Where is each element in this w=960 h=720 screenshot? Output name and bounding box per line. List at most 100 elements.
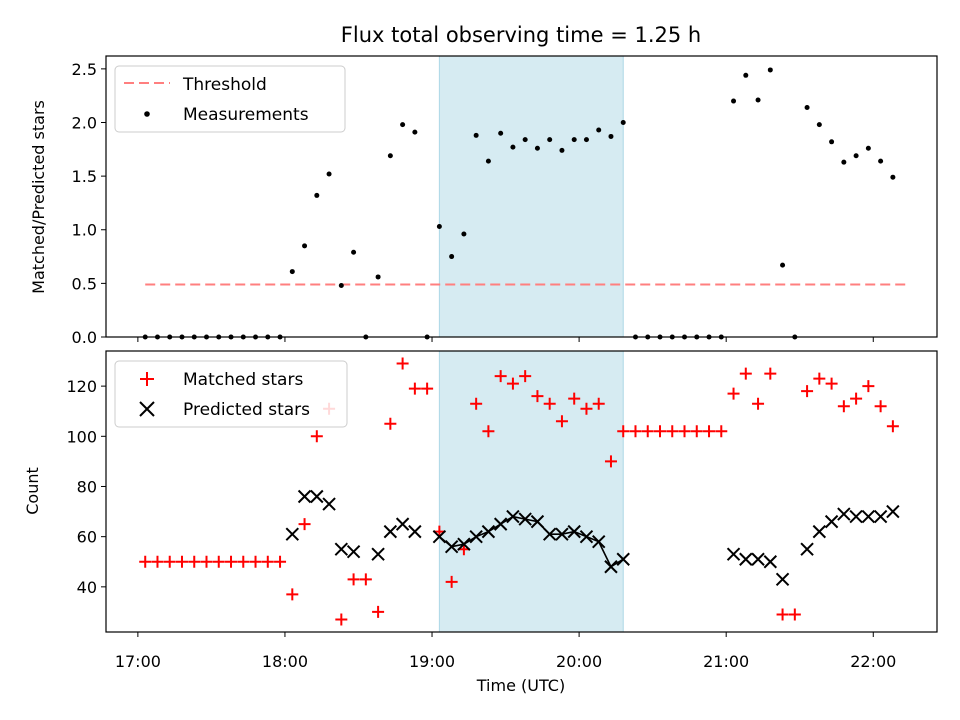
matched-star-point	[384, 417, 397, 430]
matched-star-point	[654, 425, 666, 438]
measurement-point	[375, 274, 381, 280]
matched-star-point	[592, 397, 605, 410]
matched-star-point	[200, 555, 213, 568]
top-y-tick-label: 1.5	[72, 167, 97, 186]
measurement-point	[816, 122, 822, 128]
predicted-star-point	[824, 514, 839, 529]
top-y-tick-label: 0.5	[72, 274, 97, 293]
measurement-point	[755, 97, 761, 103]
top-y-tick-label: 1.0	[72, 221, 97, 240]
matched-star-point	[764, 367, 777, 380]
matched-star-point	[163, 555, 176, 568]
legend-matched-label: Matched stars	[183, 370, 303, 390]
predicted-star-point	[579, 529, 594, 544]
predicted-star-point	[555, 527, 569, 541]
matched-star-point	[617, 425, 630, 438]
measurement-point	[853, 153, 859, 159]
measurement-point	[608, 133, 614, 139]
legend-matched-swatch	[140, 372, 154, 386]
bottom-highlight-span	[438, 350, 624, 633]
top-y-axis: 0.0 0.5 1.0 1.5 2.0 2.5	[72, 60, 106, 347]
matched-star-point	[286, 588, 299, 601]
measurement-point	[890, 174, 896, 180]
matched-star-point	[788, 608, 801, 621]
predicted-star-point	[604, 560, 618, 574]
matched-star-point	[604, 455, 617, 468]
predicted-star-point	[297, 489, 312, 504]
bottom-x-axis: 17:00 18:00 19:00 20:00 21:00 22:00	[115, 632, 896, 671]
matched-star-point	[629, 425, 642, 438]
matched-star-point	[580, 402, 593, 415]
x-tick-label: 22:00	[850, 652, 896, 671]
measurement-point	[436, 224, 442, 230]
measurement-point	[583, 137, 589, 143]
measurement-point	[829, 139, 835, 145]
matched-star-point	[298, 518, 311, 531]
predicted-star-point	[493, 517, 508, 531]
measurement-point	[461, 231, 467, 237]
measurement-point	[387, 153, 393, 159]
matched-star-point	[212, 555, 225, 568]
matched-star-point	[335, 613, 348, 626]
matched-star-point	[445, 575, 458, 588]
predicted-star-point	[346, 545, 361, 559]
bottom-plot-frame	[105, 350, 938, 633]
predicted-star-point	[395, 517, 410, 531]
measurement-point	[841, 159, 847, 165]
matched-star-point	[188, 555, 201, 568]
matched-star-point	[531, 390, 544, 403]
matched-star-point	[703, 425, 716, 438]
matched-star-point	[421, 382, 434, 395]
matched-star-point	[739, 367, 752, 380]
x-tick-label: 18:00	[262, 652, 308, 671]
predicted-star-point	[800, 542, 814, 556]
top-y-tick-label: 2.5	[72, 60, 97, 79]
matched-star-point	[225, 555, 238, 568]
matched-star-point	[641, 425, 654, 438]
predicted-star-point	[469, 529, 483, 544]
predicted-star-point	[444, 539, 459, 554]
measurement-point	[326, 171, 332, 177]
predicted-star-point	[886, 504, 900, 519]
measurement-point	[522, 137, 528, 143]
matched-star-point	[470, 397, 483, 410]
matched-star-point	[886, 420, 899, 433]
top-panel: 0.0 0.5 1.0 1.5 2.0 2.5 Matched/Predicted sta…	[29, 55, 938, 347]
top-y-tick-label: 2.0	[72, 113, 97, 132]
matched-star-point	[151, 555, 164, 568]
bottom-y-axis: 40 60 80 100 120	[66, 377, 106, 597]
matched-star-point	[261, 555, 274, 568]
predicted-star-point	[812, 524, 827, 539]
chart-title: Flux total observing time = 1.25 h	[341, 23, 701, 47]
measurement-point	[498, 130, 504, 136]
measurement-point	[596, 127, 602, 133]
top-plot-frame	[105, 55, 938, 338]
predicted-star-point	[457, 537, 471, 551]
predicted-star-point	[322, 497, 336, 511]
x-axis-title: Time (UTC)	[476, 676, 565, 695]
predicted-star-point	[432, 529, 447, 544]
bottom-y-axis-title: Count	[23, 467, 42, 515]
matched-star-point	[175, 555, 188, 568]
top-legend: Threshold Measurements	[114, 65, 346, 133]
measurement-point	[620, 119, 626, 125]
predicted-star-point	[873, 509, 888, 524]
top-legend-box	[114, 65, 346, 133]
matched-star-point	[776, 608, 789, 621]
bottom-y-tick-label: 60	[77, 528, 97, 547]
matched-star-point	[874, 400, 887, 413]
matched-star-point	[408, 382, 421, 395]
matched-star-point	[727, 387, 740, 400]
top-y-tick-label: 0.0	[72, 328, 97, 347]
measurement-point	[510, 144, 516, 150]
predicted-star-point	[763, 555, 778, 569]
measurement-point	[314, 192, 320, 198]
matched-star-point	[482, 425, 495, 438]
predicted-star-point	[481, 524, 496, 539]
matched-star-point	[825, 377, 838, 390]
measurement-point	[878, 158, 884, 164]
bottom-legend-box	[114, 360, 348, 428]
measurement-point	[547, 137, 553, 143]
measurement-point	[412, 129, 418, 135]
